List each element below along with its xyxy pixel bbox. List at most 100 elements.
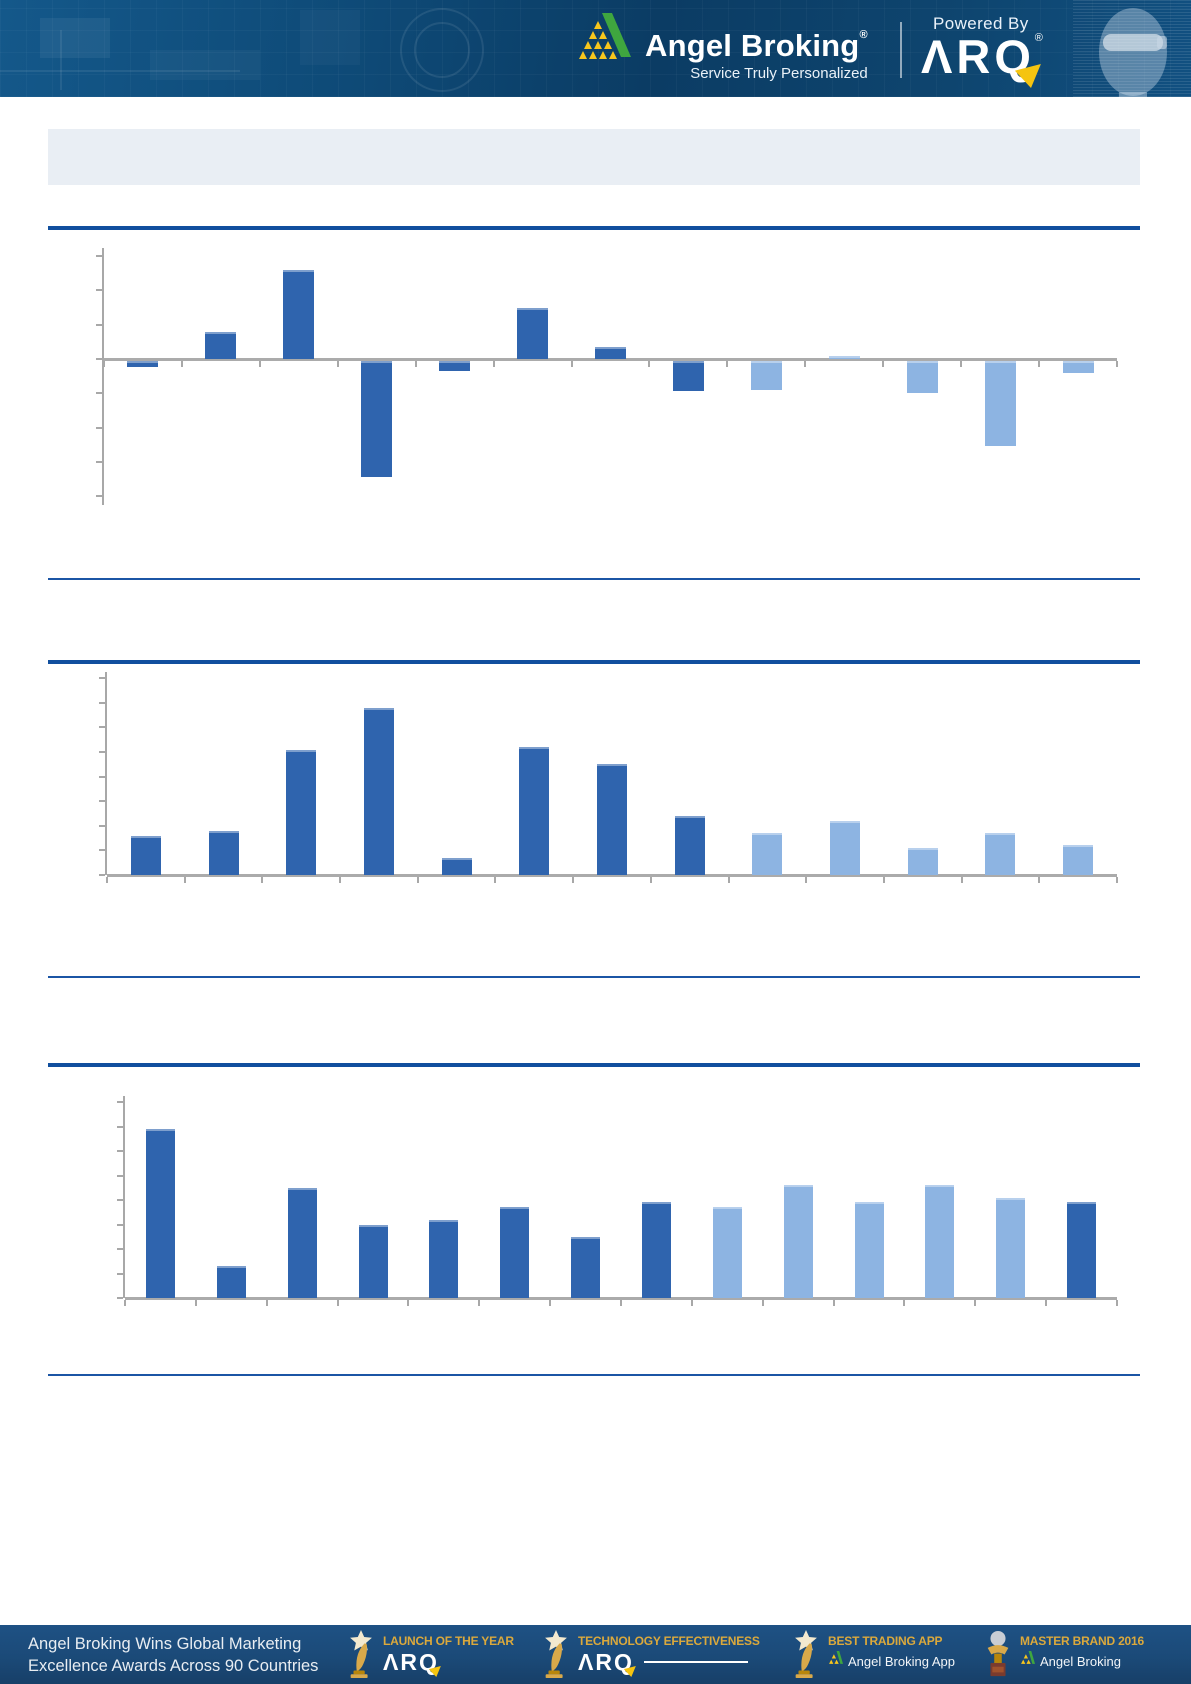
x-axis-tick bbox=[805, 876, 808, 883]
x-axis-tick bbox=[974, 1299, 977, 1306]
bar bbox=[287, 1187, 317, 1298]
angel-broking-logo-icon bbox=[571, 12, 633, 77]
y-axis-tick bbox=[117, 1223, 123, 1226]
x-axis-tick bbox=[648, 360, 651, 367]
x-axis-tick bbox=[180, 360, 183, 367]
y-axis-tick bbox=[117, 1248, 123, 1250]
header-banner: Angel Broking® Service Truly Personalize… bbox=[0, 0, 1191, 97]
x-axis-tick bbox=[261, 876, 264, 883]
bar bbox=[830, 820, 861, 875]
y-axis-tick bbox=[96, 460, 102, 463]
x-axis-tick bbox=[761, 1299, 764, 1306]
bar bbox=[208, 830, 239, 875]
award-master-brand-2016: MASTER BRAND 2016 Angel Broking bbox=[982, 1628, 1144, 1684]
x-axis bbox=[104, 357, 1117, 361]
x-axis-tick bbox=[106, 876, 108, 883]
bar bbox=[985, 833, 1016, 875]
arq-letter: R bbox=[400, 1649, 419, 1675]
x-axis-tick bbox=[124, 1299, 126, 1306]
x-axis-tick bbox=[960, 876, 963, 883]
x-axis-tick bbox=[183, 876, 186, 883]
section-2-header-rule bbox=[48, 660, 1140, 664]
x-axis-tick bbox=[690, 1299, 693, 1306]
trophy-icon bbox=[540, 1628, 572, 1684]
bar bbox=[752, 833, 783, 875]
section-1-header-rule bbox=[48, 226, 1140, 230]
bar bbox=[996, 1197, 1026, 1298]
bar bbox=[145, 1128, 175, 1298]
x-axis-tick bbox=[492, 360, 495, 367]
arq-letter: Λ bbox=[383, 1649, 401, 1675]
bar bbox=[674, 815, 705, 875]
award-title: MASTER BRAND 2016 bbox=[1020, 1634, 1144, 1648]
x-axis-tick bbox=[1038, 876, 1041, 883]
cyborg-head-image bbox=[1073, 0, 1191, 97]
y-axis-tick bbox=[117, 1150, 123, 1152]
footer-awards-banner: Angel Broking Wins Global Marketing Exce… bbox=[0, 1625, 1191, 1684]
x-axis-tick bbox=[1116, 360, 1118, 367]
y-axis-tick bbox=[99, 775, 105, 778]
award-best-trading-app: BEST TRADING APP Angel Broking App bbox=[790, 1628, 955, 1684]
arq-logo: ΛRQ ® bbox=[921, 30, 1043, 88]
header-divider bbox=[900, 22, 902, 78]
x-axis-tick bbox=[903, 1299, 906, 1306]
x-axis-tick bbox=[336, 360, 339, 367]
arq-letter: Q bbox=[613, 1649, 634, 1675]
arq-letter: R bbox=[595, 1649, 614, 1675]
bar bbox=[906, 360, 938, 394]
bar bbox=[429, 1219, 459, 1298]
bar bbox=[1067, 1202, 1097, 1298]
x-axis-tick bbox=[726, 360, 729, 367]
registered-mark: ® bbox=[859, 29, 868, 41]
section-3-header-rule bbox=[48, 1063, 1140, 1067]
y-axis-tick bbox=[117, 1174, 123, 1177]
y-axis-tick bbox=[96, 426, 102, 429]
x-axis-tick bbox=[832, 1299, 835, 1306]
circuit-texture bbox=[40, 18, 110, 58]
lightning-bolt-icon bbox=[623, 1666, 636, 1677]
lightning-bolt-icon bbox=[428, 1666, 441, 1677]
section-1-footer-rule bbox=[48, 578, 1140, 580]
award-launch-of-the-year: LAUNCH OF THE YEAR ΛRQ bbox=[345, 1628, 514, 1684]
x-axis-tick bbox=[572, 876, 575, 883]
x-axis-tick bbox=[339, 876, 342, 883]
bar bbox=[907, 847, 938, 875]
award-title: LAUNCH OF THE YEAR bbox=[383, 1634, 514, 1648]
title-placeholder bbox=[48, 129, 1140, 185]
y-axis-tick bbox=[96, 289, 102, 292]
x-axis-tick bbox=[407, 1299, 410, 1306]
y-axis-tick bbox=[99, 849, 105, 852]
x-axis-tick bbox=[804, 360, 807, 367]
y-axis-tick bbox=[99, 874, 105, 876]
award-technology-effectiveness: TECHNOLOGY EFFECTIVENESS ΛRQ bbox=[540, 1628, 760, 1684]
powered-by-label: Powered By bbox=[933, 14, 1029, 33]
bar bbox=[205, 331, 237, 359]
bar bbox=[283, 269, 315, 359]
angel-broking-mini-logo bbox=[1020, 1651, 1035, 1671]
bar bbox=[361, 360, 393, 478]
x-axis-tick bbox=[882, 876, 885, 883]
bar bbox=[641, 1202, 671, 1298]
bar bbox=[439, 360, 471, 371]
x-axis-tick bbox=[882, 360, 885, 367]
section-3-footer-rule bbox=[48, 1374, 1140, 1376]
x-axis-tick bbox=[258, 360, 261, 367]
trophy-icon bbox=[790, 1628, 822, 1684]
bar bbox=[783, 1185, 813, 1298]
bar bbox=[1063, 845, 1094, 875]
arq-letter: Λ bbox=[921, 30, 957, 83]
x-axis bbox=[125, 1296, 1117, 1300]
y-axis-tick bbox=[96, 358, 102, 360]
bar bbox=[1062, 360, 1094, 373]
y-axis-tick bbox=[99, 677, 105, 680]
x-axis-tick bbox=[549, 1299, 552, 1306]
x-axis-tick bbox=[570, 360, 573, 367]
circuit-line bbox=[60, 30, 62, 90]
trophy-icon bbox=[345, 1628, 377, 1684]
y-axis-tick bbox=[117, 1125, 123, 1128]
x-axis-tick bbox=[494, 876, 497, 883]
bar bbox=[854, 1202, 884, 1298]
